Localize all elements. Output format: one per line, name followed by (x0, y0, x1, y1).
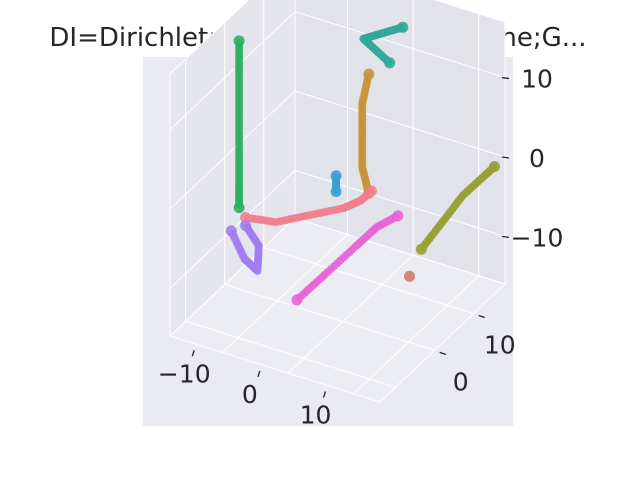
x-tick-label: −10 (158, 359, 211, 388)
x-tick (257, 370, 261, 378)
grid-line (294, 11, 506, 79)
data-point (489, 161, 500, 172)
y-tick (478, 314, 485, 319)
data-point (240, 220, 252, 231)
grid-line (185, 320, 396, 388)
data-point (404, 270, 415, 282)
data-point (330, 186, 342, 198)
y-tick (439, 351, 446, 355)
grid-line (287, 254, 414, 374)
grid-line (353, 275, 480, 395)
grid-line (169, 90, 296, 210)
data-point (392, 210, 404, 222)
grid-line (294, 169, 506, 237)
z-tick (501, 235, 510, 239)
x-tick (191, 350, 195, 357)
y-tick-label: 10 (484, 331, 516, 360)
z-tick-label: 0 (529, 144, 545, 173)
grid-line (169, 11, 296, 130)
x-tick-label: 10 (300, 401, 332, 430)
z-tick-label: −10 (511, 223, 564, 252)
x-tick (322, 391, 327, 398)
data-point (384, 57, 396, 69)
z-tick (501, 76, 510, 80)
grid-line (224, 283, 435, 351)
y-tick-label: 0 (453, 367, 469, 396)
grid-line (222, 234, 348, 353)
axes-area: −10 0 10 0 10 10 0 −10 (143, 0, 563, 430)
z-tick-label: 10 (521, 65, 553, 94)
x-tick-label: 0 (242, 380, 258, 409)
data-point (365, 185, 377, 197)
z-tick (501, 156, 510, 159)
grid-line (263, 247, 474, 314)
data-point (233, 202, 245, 214)
grid-line (294, 90, 506, 158)
